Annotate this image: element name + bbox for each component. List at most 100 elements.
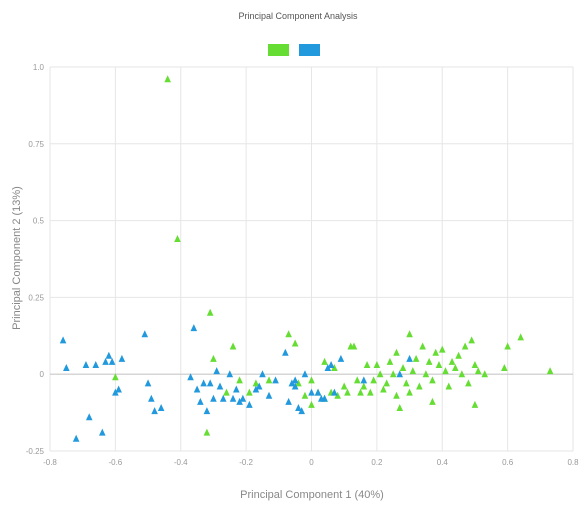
- legend-swatch[interactable]: [268, 44, 289, 56]
- data-point: [471, 360, 479, 368]
- x-tick-label: -0.4: [174, 458, 188, 467]
- data-point: [321, 357, 328, 365]
- data-point: [200, 379, 207, 387]
- data-point: [344, 388, 351, 396]
- data-point: [357, 388, 364, 396]
- data-point: [481, 370, 489, 378]
- data-point: [226, 370, 234, 378]
- x-tick-label: 0.4: [437, 458, 449, 467]
- data-point: [213, 367, 221, 375]
- data-point: [285, 397, 292, 405]
- data-point: [252, 379, 260, 387]
- chart-grid: [49, 66, 574, 452]
- data-point: [223, 388, 230, 396]
- data-point: [72, 434, 80, 442]
- data-point: [324, 364, 332, 372]
- data-point: [389, 370, 397, 378]
- y-tick-label: 0.5: [33, 217, 45, 226]
- data-point: [363, 360, 371, 368]
- x-axis-ticks: -0.8 -0.6 -0.4 -0.2 0 0.2 0.4 0.6 0.8: [43, 458, 579, 467]
- data-point: [82, 360, 90, 368]
- x-tick-label: 0.2: [371, 458, 383, 467]
- x-tick-label: 0.6: [502, 458, 514, 467]
- y-tick-label: 0.75: [28, 140, 44, 149]
- data-point: [229, 342, 237, 350]
- data-point: [337, 354, 345, 362]
- data-point: [331, 388, 338, 396]
- chart-title: Principal Component Analysis: [238, 11, 358, 21]
- data-point: [236, 397, 243, 405]
- data-point: [118, 354, 126, 362]
- data-point: [393, 348, 400, 356]
- data-point: [452, 364, 459, 372]
- data-point: [504, 342, 511, 350]
- data-point: [429, 397, 436, 405]
- data-point: [501, 364, 508, 372]
- data-point: [141, 330, 149, 338]
- data-point: [174, 235, 181, 243]
- data-point: [210, 354, 217, 362]
- data-point: [295, 379, 302, 387]
- chart-legend: [268, 44, 320, 56]
- data-point: [203, 428, 211, 436]
- x-tick-label: -0.2: [239, 458, 253, 467]
- data-point: [442, 367, 449, 375]
- data-point: [458, 370, 466, 378]
- data-point: [233, 385, 240, 393]
- data-point: [406, 388, 413, 396]
- data-point: [298, 407, 305, 415]
- data-point: [115, 385, 122, 393]
- data-point: [402, 379, 410, 387]
- data-point: [396, 370, 404, 378]
- data-point: [308, 400, 315, 408]
- data-point: [435, 360, 443, 368]
- data-point: [246, 400, 253, 408]
- y-axis-ticks: -0.25 0 0.25 0.5 0.75 1.0: [26, 63, 45, 456]
- data-point: [471, 400, 479, 408]
- data-point: [367, 388, 374, 396]
- data-point: [308, 388, 315, 396]
- data-point: [85, 413, 93, 421]
- data-point: [419, 342, 426, 350]
- data-point: [197, 397, 204, 405]
- data-point: [187, 373, 194, 381]
- data-point: [164, 75, 171, 83]
- data-point: [370, 376, 377, 384]
- data-point: [406, 330, 413, 338]
- data-point: [334, 391, 341, 399]
- data-point: [282, 348, 289, 356]
- data-point: [291, 339, 299, 347]
- data-point: [380, 385, 387, 393]
- data-point: [301, 370, 309, 378]
- data-point: [63, 364, 70, 372]
- data-point: [239, 394, 247, 402]
- data-point: [353, 376, 361, 384]
- y-tick-label: 1.0: [33, 63, 45, 72]
- data-point: [295, 403, 302, 411]
- data-point: [301, 391, 309, 399]
- data-point: [291, 376, 299, 384]
- x-tick-label: -0.6: [108, 458, 122, 467]
- data-point: [409, 367, 417, 375]
- data-point: [393, 391, 400, 399]
- data-point: [432, 348, 440, 356]
- data-point: [252, 385, 260, 393]
- data-point: [148, 394, 155, 402]
- x-tick-label: -0.8: [43, 458, 57, 467]
- legend-swatch[interactable]: [299, 44, 320, 56]
- data-point: [216, 382, 224, 390]
- data-point: [272, 376, 279, 384]
- data-point: [517, 333, 524, 341]
- data-point: [448, 357, 456, 365]
- data-point: [265, 376, 273, 384]
- data-point: [399, 364, 407, 372]
- data-point: [112, 388, 119, 396]
- y-tick-label: 0.25: [28, 293, 44, 302]
- y-tick-label: -0.25: [26, 447, 45, 456]
- data-point: [429, 376, 436, 384]
- x-axis-label: Principal Component 1 (40%): [240, 489, 384, 501]
- data-point: [321, 394, 328, 402]
- data-point: [327, 360, 335, 368]
- data-point: [406, 354, 413, 362]
